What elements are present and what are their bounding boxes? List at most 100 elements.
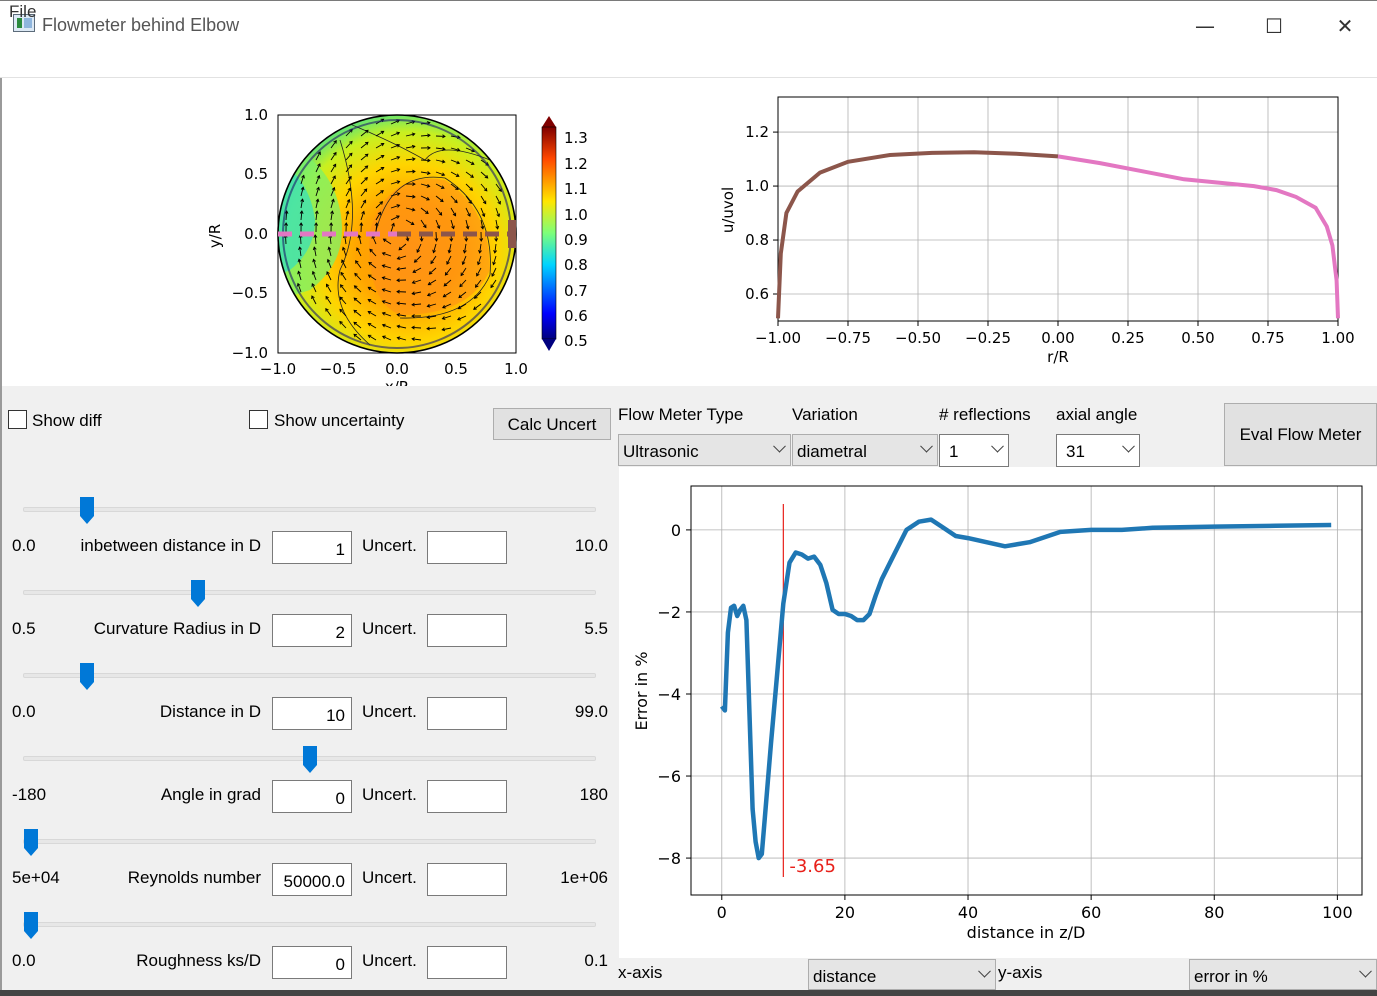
velocity-arrow — [300, 199, 304, 209]
velocity-arrowhead — [353, 285, 358, 289]
velocity-arrow — [330, 211, 333, 221]
velocity-arrowhead — [353, 297, 358, 302]
velocity-arrowhead — [477, 261, 481, 266]
velocity-arrow — [360, 165, 368, 173]
velocity-arrow — [426, 327, 437, 330]
velocity-arrow — [345, 152, 353, 161]
param-value-input[interactable]: 50000.0 — [272, 863, 352, 896]
velocity-arrowhead — [411, 157, 416, 162]
profile-ylabel: u/uvol — [719, 187, 737, 233]
velocity-arrow — [492, 255, 497, 265]
velocity-arrow — [420, 183, 430, 187]
y-axis-select[interactable]: error in % — [1189, 959, 1377, 990]
velocity-arrowhead — [426, 292, 431, 297]
velocity-arrow — [345, 164, 352, 173]
maximize-button[interactable]: ☐ — [1265, 14, 1283, 38]
uncert-input[interactable] — [427, 946, 507, 979]
velocity-arrowhead — [381, 276, 386, 280]
slider-track[interactable] — [23, 590, 596, 595]
show-diff-checkbox[interactable] — [8, 410, 27, 429]
velocity-arrowhead — [410, 221, 415, 226]
velocity-arrow — [411, 303, 422, 306]
velocity-arrowhead — [367, 286, 372, 291]
slider-track[interactable] — [23, 673, 596, 678]
velocity-arrow — [433, 243, 437, 253]
velocity-arrowhead — [339, 320, 343, 325]
menu-file[interactable]: File — [9, 2, 37, 21]
velocity-arrowhead — [364, 153, 369, 158]
variation-label: Variation — [792, 405, 858, 424]
velocity-arrowhead — [495, 225, 500, 230]
slider-handle[interactable] — [23, 911, 39, 939]
uncert-input[interactable] — [427, 697, 507, 730]
velocity-arrow — [446, 255, 452, 265]
velocity-arrowhead — [396, 192, 401, 196]
uncert-input[interactable] — [427, 780, 507, 813]
uncert-label: Uncert. — [362, 619, 417, 638]
slider-handle[interactable] — [79, 496, 95, 524]
velocity-arrow — [397, 255, 407, 260]
velocity-arrowhead — [339, 284, 344, 288]
param-value-input[interactable]: 1 — [272, 531, 352, 564]
show-uncertainty-checkbox[interactable] — [249, 410, 268, 429]
uncert-input[interactable] — [427, 531, 507, 564]
calc-uncert-button[interactable]: Calc Uncert — [493, 408, 611, 440]
velocity-arrowhead — [341, 259, 345, 264]
contour-ytick: −1.0 — [232, 344, 268, 362]
uncert-input[interactable] — [427, 614, 507, 647]
velocity-arrowhead — [380, 154, 385, 159]
velocity-arrowhead — [440, 185, 445, 189]
uncert-label: Uncert. — [362, 951, 417, 970]
slider-track[interactable] — [23, 507, 596, 512]
velocity-arrow — [354, 273, 362, 281]
velocity-arrowhead — [436, 225, 441, 230]
uncert-label: Uncert. — [362, 868, 417, 887]
error-xtick: 80 — [1204, 903, 1224, 922]
velocity-arrow — [397, 302, 407, 305]
velocity-arrowhead — [331, 198, 335, 203]
velocity-arrow — [450, 195, 458, 203]
velocity-arrowhead — [446, 261, 450, 265]
velocity-arrowhead — [381, 311, 386, 316]
velocity-arrow — [414, 255, 422, 263]
slider-handle[interactable] — [190, 579, 206, 607]
velocity-arrowhead — [396, 215, 400, 219]
velocity-arrowhead — [344, 222, 349, 226]
velocity-arrowhead — [367, 334, 372, 339]
velocity-arrowhead — [311, 283, 316, 287]
param-value-input[interactable]: 0 — [272, 780, 352, 813]
slider-handle[interactable] — [23, 828, 39, 856]
velocity-arrowhead — [380, 190, 384, 194]
param-value-input[interactable]: 10 — [272, 697, 352, 730]
uncert-input[interactable] — [427, 863, 507, 896]
axial-angle-select[interactable]: 31 — [1056, 434, 1140, 467]
slider-handle[interactable] — [79, 662, 95, 690]
velocity-arrow — [430, 255, 437, 264]
velocity-arrowhead — [332, 163, 337, 168]
flow-meter-type-select[interactable]: Ultrasonic — [618, 434, 791, 466]
velocity-arrowhead — [380, 142, 385, 147]
x-axis-select[interactable]: distance — [808, 959, 996, 990]
slider-track[interactable] — [23, 839, 596, 844]
variation-select[interactable]: diametral — [792, 434, 938, 466]
velocity-arrowhead — [333, 140, 337, 144]
param-value-input[interactable]: 0 — [272, 946, 352, 979]
close-button[interactable]: ✕ — [1336, 14, 1354, 38]
reflections-select[interactable]: 1 — [939, 434, 1009, 467]
velocity-arrowhead — [426, 183, 431, 188]
param-value-input[interactable]: 2 — [272, 614, 352, 647]
velocity-arrow — [390, 193, 400, 197]
slider-handle[interactable] — [302, 745, 318, 773]
velocity-arrowhead — [317, 163, 321, 167]
velocity-arrowhead — [396, 168, 401, 172]
velocity-arrow — [371, 235, 377, 245]
slider-track[interactable] — [23, 922, 596, 927]
eval-flow-meter-button[interactable]: Eval Flow Meter — [1224, 403, 1377, 466]
axial-angle-value: 31 — [1066, 442, 1085, 461]
minimize-button[interactable]: — — [1195, 14, 1215, 38]
velocity-arrowhead — [355, 260, 359, 264]
velocity-arrowhead — [297, 270, 301, 275]
velocity-arrow — [353, 321, 362, 329]
velocity-arrowhead — [425, 210, 429, 215]
velocity-arrow — [368, 274, 377, 281]
